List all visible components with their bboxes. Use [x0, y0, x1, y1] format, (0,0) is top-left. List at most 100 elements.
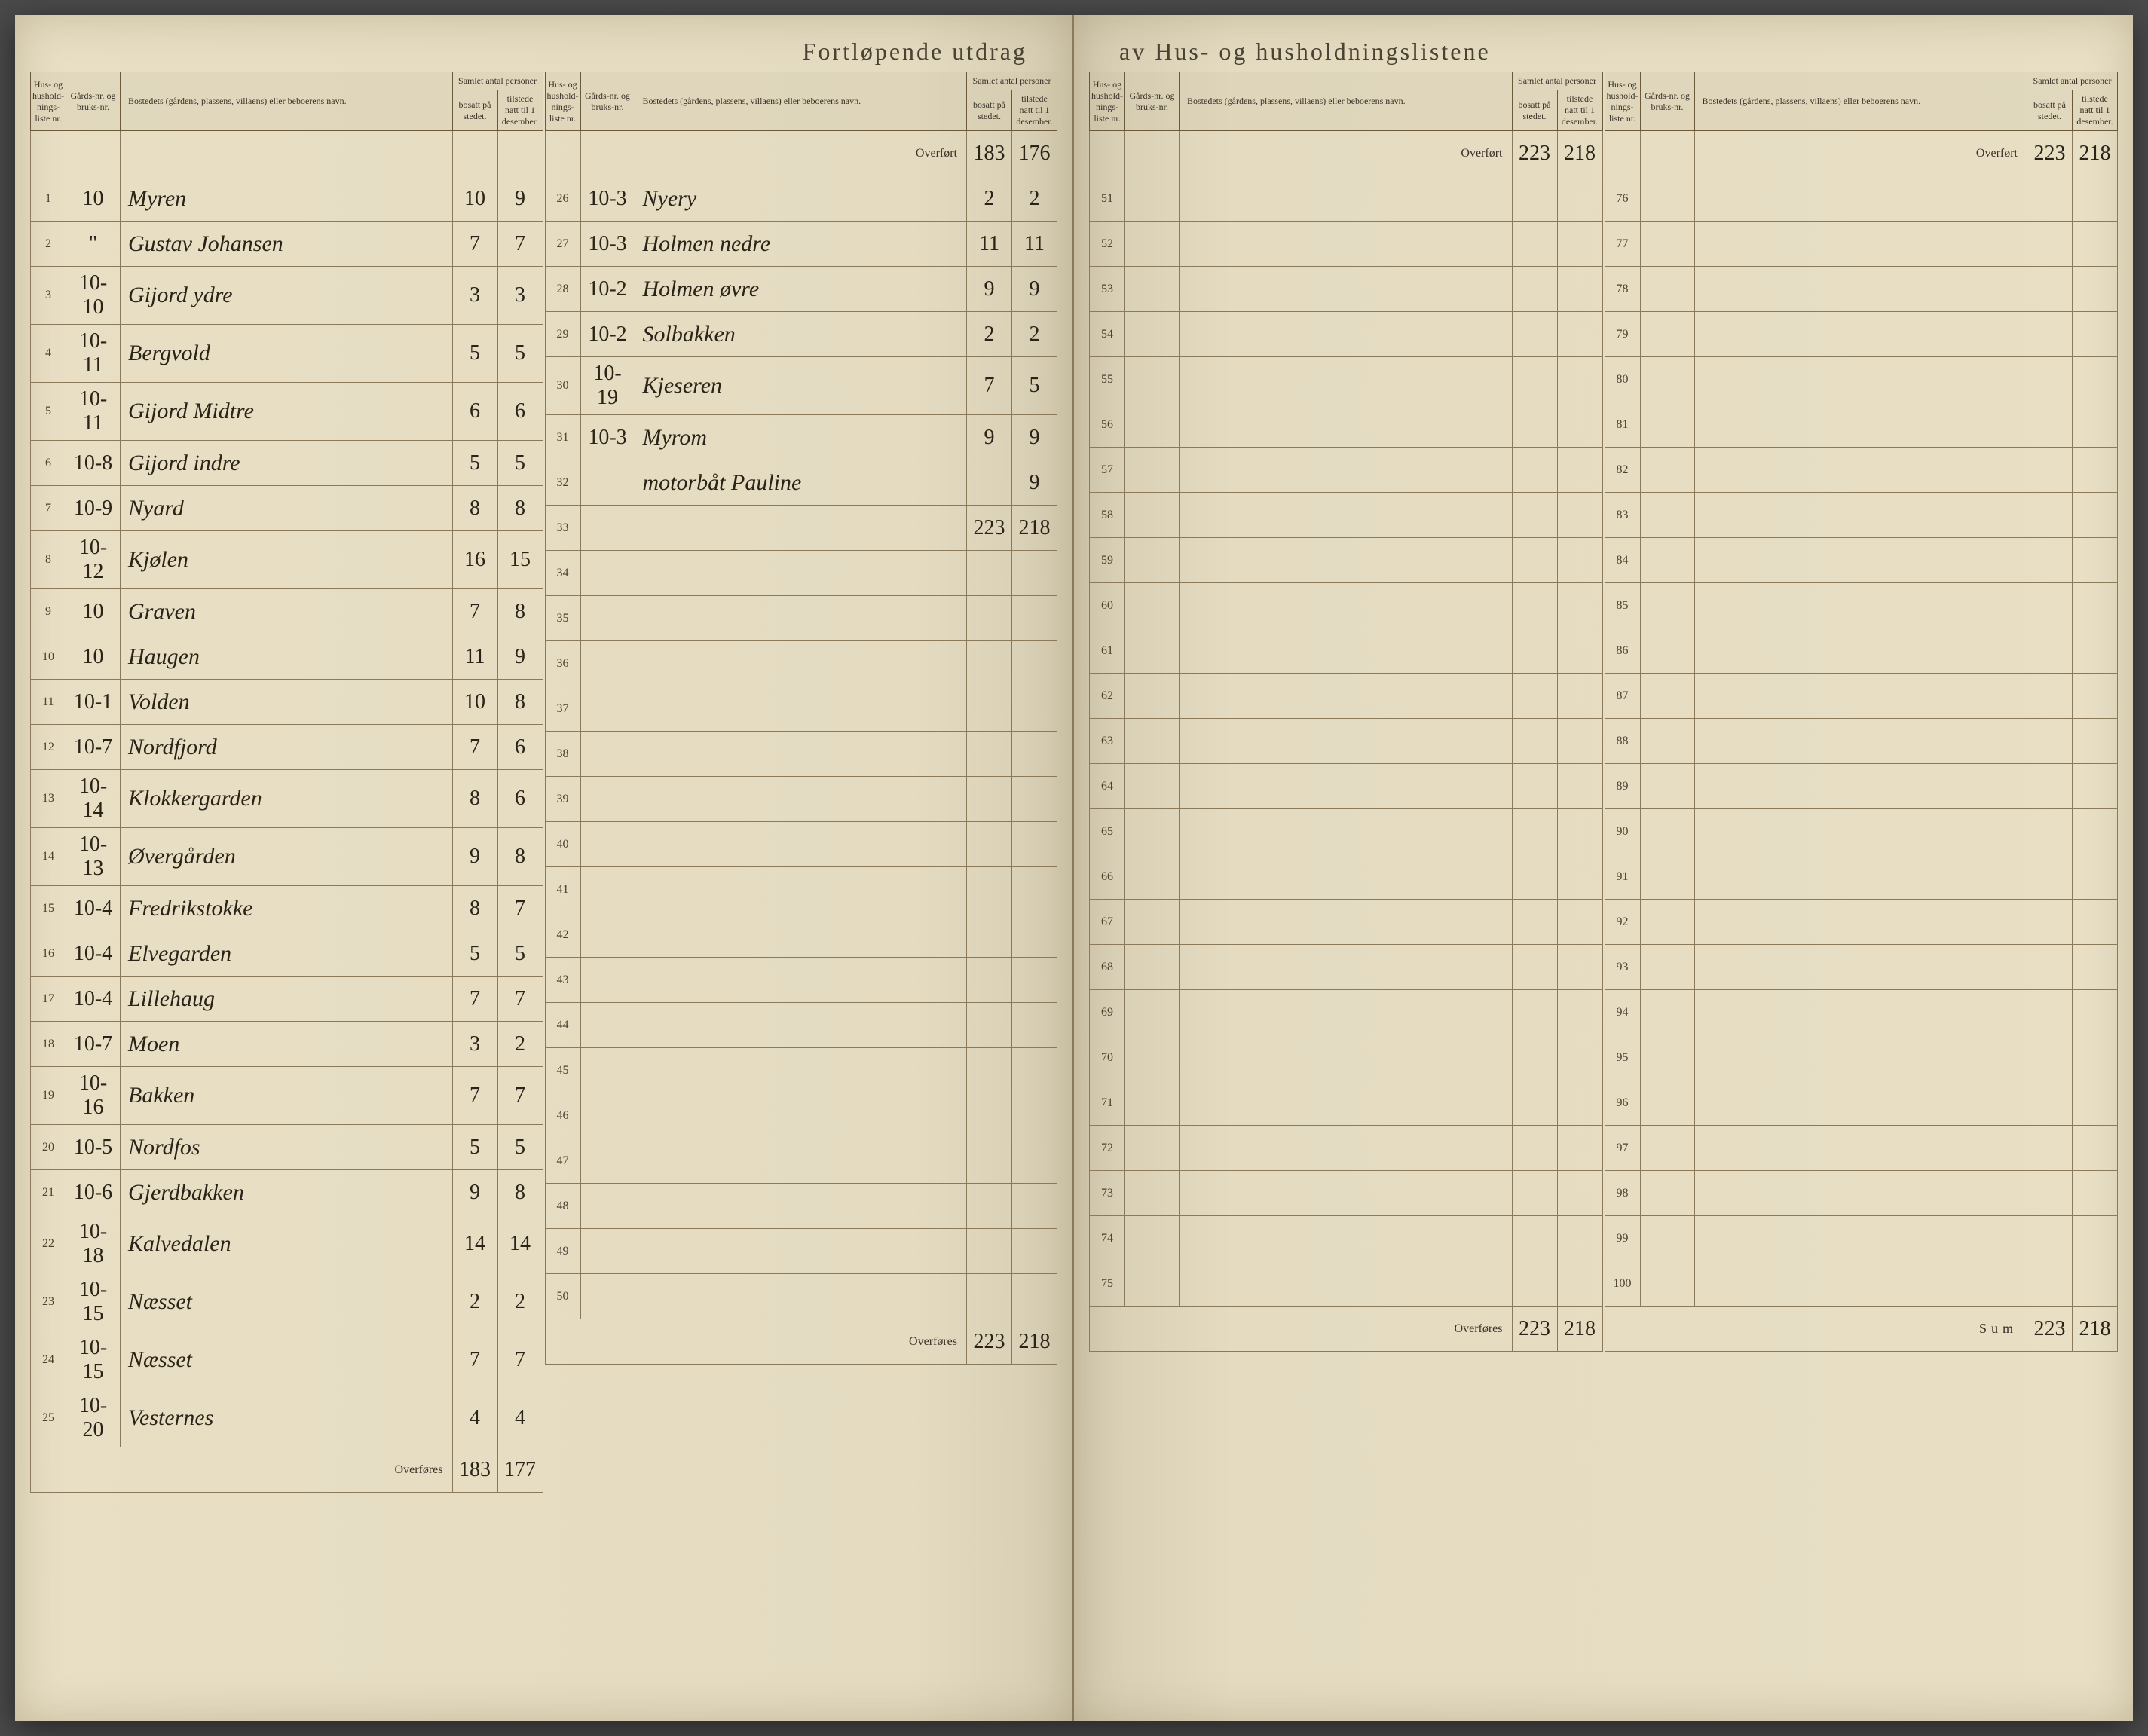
table-row: 82	[1605, 448, 2118, 493]
bosted-name: Moen	[121, 1022, 453, 1067]
ledger-block-2: Hus- og hushold-nings-liste nr. Gårds-nr…	[545, 72, 1058, 1493]
tilstede-count	[1012, 686, 1057, 732]
row-number: 97	[1605, 1126, 1640, 1171]
bosted-name	[1694, 1126, 2027, 1171]
bosatt-count: 2	[967, 176, 1012, 222]
th-bosted: Bostedets (gårdens, plassens, villaens) …	[1694, 72, 2027, 131]
overfort-row: Overført 223 218	[1605, 131, 2118, 176]
bosatt-count	[2027, 583, 2073, 628]
table-row: 7 10-9 Nyard 8 8	[31, 486, 543, 531]
tilstede-count	[1557, 854, 1602, 900]
row-number: 40	[545, 822, 580, 867]
table-head: Hus- og hushold-nings-liste nr. Gårds-nr…	[1090, 72, 1603, 131]
table-row: 92	[1605, 900, 2118, 945]
bosted-name	[1694, 493, 2027, 538]
bosted-name: Klokkergarden	[121, 770, 453, 828]
bosatt-count: 2	[967, 312, 1012, 357]
row-number: 65	[1090, 809, 1125, 854]
bosted-name: Myrom	[635, 415, 967, 460]
table-body-2: Overført 183 176	[545, 131, 1057, 176]
bosatt-count	[967, 641, 1012, 686]
bosted-name	[635, 1138, 967, 1184]
table-row: 34	[545, 551, 1057, 596]
gards-nr: 10-14	[66, 770, 121, 828]
row-number: 8	[31, 531, 66, 589]
table-row: 49	[545, 1229, 1057, 1274]
row-number: 39	[545, 777, 580, 822]
row-number: 96	[1605, 1080, 1640, 1126]
gards-nr	[1125, 493, 1180, 538]
tilstede-count	[2073, 1080, 2118, 1126]
bosted-name	[1180, 628, 1513, 674]
bosted-name	[1694, 1261, 2027, 1307]
gards-nr: 10	[66, 176, 121, 222]
bosatt-count	[2027, 809, 2073, 854]
th-gards: Gårds-nr. og bruks-nr.	[1640, 72, 1694, 131]
tilstede-count	[2073, 674, 2118, 719]
tilstede-count	[1012, 596, 1057, 641]
ledger-block-1: Hus- og hushold-nings-liste nr. Gårds-nr…	[30, 72, 543, 1493]
bosted-name: Nordfos	[121, 1125, 453, 1170]
bosted-name	[1180, 357, 1513, 402]
row-number: 7	[31, 486, 66, 531]
overfort-bosatt: 223	[1512, 131, 1557, 176]
table-row: 4 10-11 Bergvold 5 5	[31, 325, 543, 383]
bosatt-count: 9	[452, 1170, 497, 1215]
row-number: 63	[1090, 719, 1125, 764]
gards-nr	[1125, 448, 1180, 493]
table-row: 60	[1090, 583, 1603, 628]
bosatt-count	[2027, 1171, 2073, 1216]
bosatt-count: 4	[452, 1389, 497, 1447]
bosatt-count	[2027, 1080, 2073, 1126]
bosted-name: Holmen nedre	[635, 222, 967, 267]
tilstede-count: 7	[497, 886, 543, 931]
bosatt-count	[967, 686, 1012, 732]
gards-nr	[580, 1003, 635, 1048]
tilstede-count: 5	[497, 1125, 543, 1170]
row-number: 89	[1605, 764, 1640, 809]
gards-nr	[1125, 1216, 1180, 1261]
table-row: 98	[1605, 1171, 2118, 1216]
row-number: 92	[1605, 900, 1640, 945]
tilstede-count	[1557, 1261, 1602, 1307]
table-row: 12 10-7 Nordfjord 7 6	[31, 725, 543, 770]
bosatt-count: 16	[452, 531, 497, 589]
tilstede-count	[1012, 777, 1057, 822]
gards-nr	[1640, 1261, 1694, 1307]
table-row: 71	[1090, 1080, 1603, 1126]
gards-nr	[1125, 176, 1180, 222]
bosted-name	[1694, 357, 2027, 402]
gards-nr	[1640, 267, 1694, 312]
bosted-name	[635, 551, 967, 596]
th-gards: Gårds-nr. og bruks-nr.	[580, 72, 635, 131]
bosted-name	[1694, 1035, 2027, 1080]
overfores-label: Overføres	[31, 1447, 453, 1493]
tilstede-count	[1012, 867, 1057, 912]
gards-nr	[580, 732, 635, 777]
tilstede-count	[2073, 1261, 2118, 1307]
gards-nr	[1640, 809, 1694, 854]
tilstede-count	[2073, 809, 2118, 854]
table-row: 42	[545, 912, 1057, 958]
table-row: 100	[1605, 1261, 2118, 1307]
table-row: 32 motorbåt Pauline 9	[545, 460, 1057, 506]
tilstede-count: 8	[497, 1170, 543, 1215]
table-row: 84	[1605, 538, 2118, 583]
bosatt-count	[2027, 719, 2073, 764]
row-number: 1	[31, 176, 66, 222]
bosted-name	[1180, 945, 1513, 990]
gards-nr	[1640, 854, 1694, 900]
tilstede-count	[1012, 551, 1057, 596]
tilstede-count: 8	[497, 589, 543, 634]
table-row: 85	[1605, 583, 2118, 628]
gards-nr	[1640, 674, 1694, 719]
tilstede-count	[1557, 990, 1602, 1035]
bosatt-count	[2027, 854, 2073, 900]
table-row: 99	[1605, 1216, 2118, 1261]
row-number: 16	[31, 931, 66, 976]
row-number: 81	[1605, 402, 1640, 448]
gards-nr	[580, 641, 635, 686]
bosted-name	[1694, 990, 2027, 1035]
table-body-1: 1 10 Myren 10 9 2 " Gustav Johansen 7 7 …	[31, 131, 543, 1447]
bosted-name	[635, 1274, 967, 1319]
